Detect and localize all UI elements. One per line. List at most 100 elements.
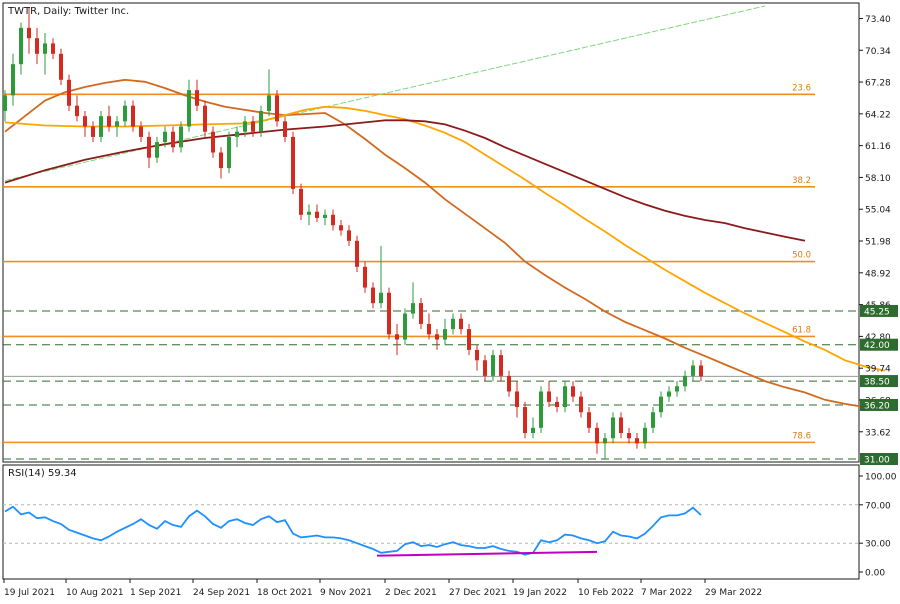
candle — [371, 282, 375, 309]
candle-body — [371, 287, 375, 304]
candle — [651, 407, 655, 434]
fib-level-label: 50.0 — [792, 251, 811, 261]
candle — [387, 287, 391, 340]
candle-body — [187, 90, 191, 127]
rsi-tick-label: 30.00 — [865, 540, 891, 550]
candle-body — [675, 386, 679, 392]
candle — [363, 261, 367, 293]
candle — [11, 53, 15, 106]
rsi-line — [4, 505, 702, 556]
candle-body — [443, 329, 447, 340]
candle-body — [699, 365, 703, 377]
level-price-tag — [860, 375, 898, 388]
price-tick-label: 70.34 — [865, 47, 891, 57]
candle — [251, 116, 255, 137]
price-tick-label: 42.80 — [865, 333, 891, 343]
fib-level-label: 61.8 — [792, 325, 811, 335]
candle — [163, 126, 167, 148]
level-price-tag — [860, 338, 898, 351]
candle — [555, 396, 559, 413]
candle-body — [3, 95, 7, 111]
candle — [323, 209, 327, 226]
candle — [643, 422, 647, 449]
candle — [443, 318, 447, 345]
price-tick-label: 73.40 — [865, 15, 891, 25]
level-price-tag-label: 36.20 — [864, 401, 890, 411]
candle — [579, 391, 583, 418]
rsi-tick-label: 0.00 — [865, 569, 885, 579]
trend-line — [4, 5, 766, 182]
candle-body — [203, 105, 207, 132]
candle-body — [387, 292, 391, 335]
date-tick-label: 29 Mar 2022 — [705, 588, 762, 598]
candle-body — [275, 95, 279, 122]
candle — [699, 360, 703, 382]
candle-body — [515, 391, 519, 408]
candle — [147, 131, 151, 169]
candle-body — [259, 110, 263, 132]
candle-body — [155, 142, 159, 158]
fib-level-label: 38.2 — [792, 176, 811, 186]
candle — [139, 121, 143, 143]
candle — [83, 110, 87, 137]
candle-body — [123, 105, 127, 122]
candle-body — [667, 391, 671, 397]
candle — [203, 100, 207, 137]
candle — [403, 308, 407, 345]
candle-body — [419, 303, 423, 324]
candle-body — [579, 396, 583, 413]
candle — [675, 381, 679, 397]
candle — [451, 313, 455, 335]
candle-body — [451, 318, 455, 330]
candle — [611, 412, 615, 444]
candle — [243, 116, 247, 137]
candle — [563, 381, 567, 413]
candle-body — [131, 105, 135, 127]
price-tick-label: 55.04 — [865, 206, 891, 216]
candle-body — [459, 318, 463, 330]
candle — [59, 48, 63, 85]
candle — [19, 22, 23, 75]
candle-body — [83, 116, 87, 127]
candle-body — [243, 121, 247, 132]
candle-body — [43, 43, 47, 54]
candle-body — [523, 407, 527, 434]
candle-body — [251, 121, 255, 132]
price-tick-label: 61.16 — [865, 142, 891, 152]
candle-body — [571, 386, 575, 397]
rsi-tick-label: 70.00 — [865, 501, 891, 511]
candle — [179, 121, 183, 153]
candle — [483, 355, 487, 382]
candle — [411, 282, 415, 319]
candle-body — [427, 323, 431, 335]
candle-body — [483, 360, 487, 376]
candle — [419, 297, 423, 330]
candle — [43, 33, 47, 75]
candle-body — [691, 365, 695, 376]
candle — [75, 95, 79, 122]
candle — [67, 74, 71, 111]
date-tick-label: 18 Oct 2021 — [257, 588, 313, 598]
candle-body — [539, 391, 543, 428]
candle-body — [395, 334, 399, 340]
candle-body — [171, 131, 175, 148]
level-price-tag-label: 45.25 — [864, 307, 890, 317]
candle-body — [11, 64, 15, 96]
candle — [27, 7, 31, 54]
candle-body — [547, 391, 551, 402]
candle — [283, 116, 287, 143]
date-tick-label: 27 Dec 2021 — [449, 588, 507, 598]
candle — [355, 235, 359, 272]
price-tick-label: 67.28 — [865, 79, 891, 89]
candle — [339, 220, 343, 236]
candle-body — [635, 438, 639, 444]
date-tick-label: 2 Dec 2021 — [385, 588, 437, 598]
candle — [131, 100, 135, 132]
candle-body — [227, 136, 231, 169]
rsi-tick-label: 100.00 — [865, 473, 897, 483]
candle — [499, 349, 503, 382]
candle-body — [211, 131, 215, 153]
candle — [667, 386, 671, 402]
candle — [571, 381, 575, 402]
date-tick-label: 1 Sep 2021 — [130, 588, 181, 598]
